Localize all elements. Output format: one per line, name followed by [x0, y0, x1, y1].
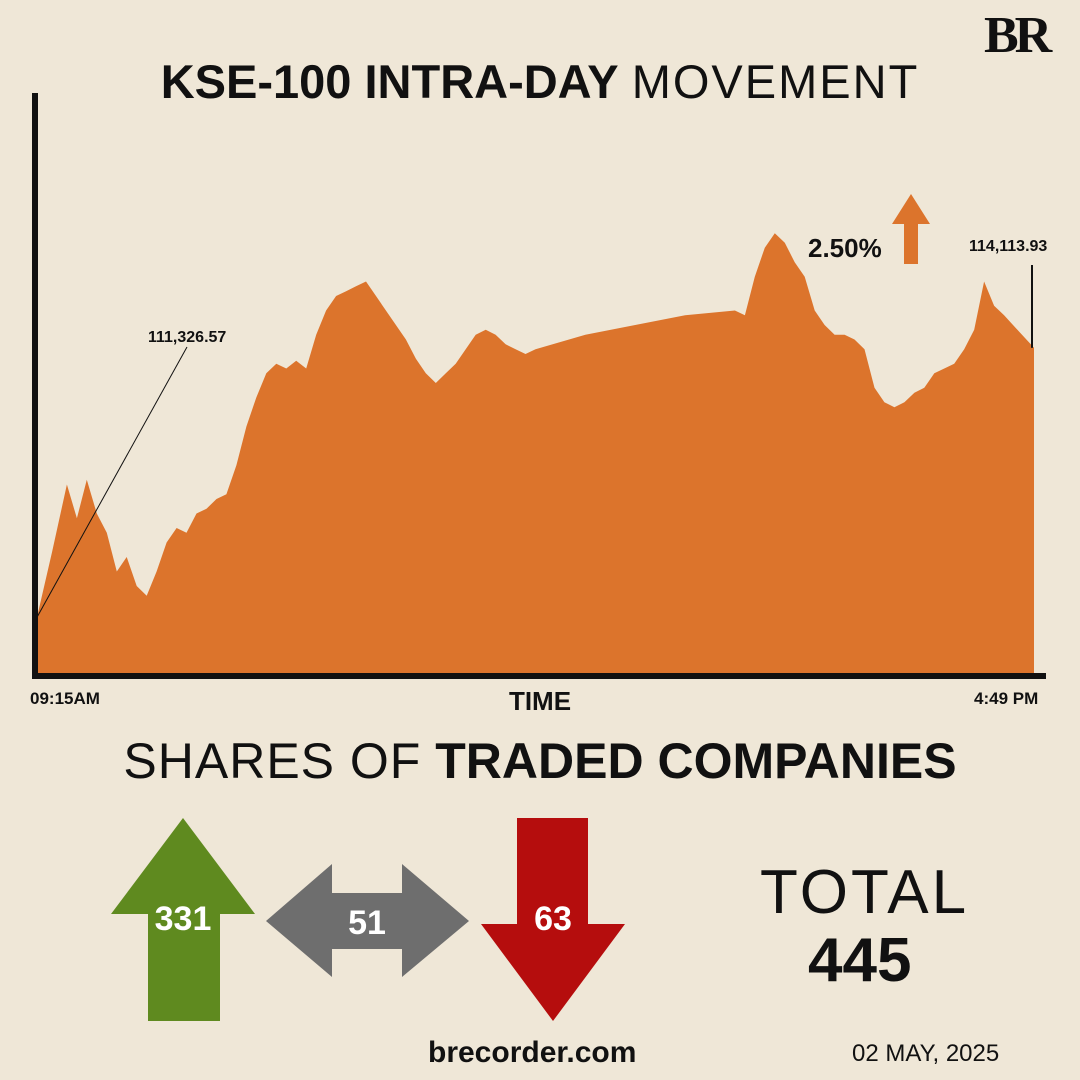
shares-title-bold: TRADED COMPANIES — [435, 733, 957, 789]
advanced-count: 331 — [155, 900, 212, 938]
total-label: TOTAL — [760, 858, 970, 927]
chart-title: KSE-100 INTRA-DAY MOVEMENT — [0, 58, 1080, 105]
website-link[interactable]: brecorder.com — [428, 1036, 637, 1069]
up-arrow-icon — [892, 194, 930, 264]
end-value-label: 114,113.93 — [969, 238, 1048, 255]
intraday-area-chart — [32, 93, 1046, 679]
title-bold: KSE-100 INTRA-DAY — [160, 55, 619, 108]
start-leader-line — [36, 346, 188, 618]
declined-count: 63 — [534, 900, 572, 938]
unchanged-arrow-icon: 51 — [266, 864, 469, 977]
x-tick-start: 09:15AM — [30, 689, 100, 708]
date-label: 02 MAY, 2025 — [852, 1040, 1000, 1067]
title-light: MOVEMENT — [631, 55, 920, 108]
x-axis-title: TIME — [508, 686, 572, 716]
x-tick-end: 4:49 PM — [974, 689, 1039, 708]
index-area — [37, 233, 1034, 673]
unchanged-count: 51 — [348, 904, 386, 942]
br-logo: BR — [984, 7, 1052, 64]
change-percent: 2.50% — [808, 233, 882, 263]
advanced-arrow-icon: 331 — [111, 818, 255, 1021]
declined-arrow-icon: 63 — [481, 818, 625, 1021]
shares-title: SHARES OF TRADED COMPANIES — [0, 736, 1080, 786]
shares-title-light: SHARES OF — [123, 733, 422, 789]
start-value-label: 111,326.57 — [148, 329, 227, 346]
total-value: 445 — [808, 926, 912, 995]
